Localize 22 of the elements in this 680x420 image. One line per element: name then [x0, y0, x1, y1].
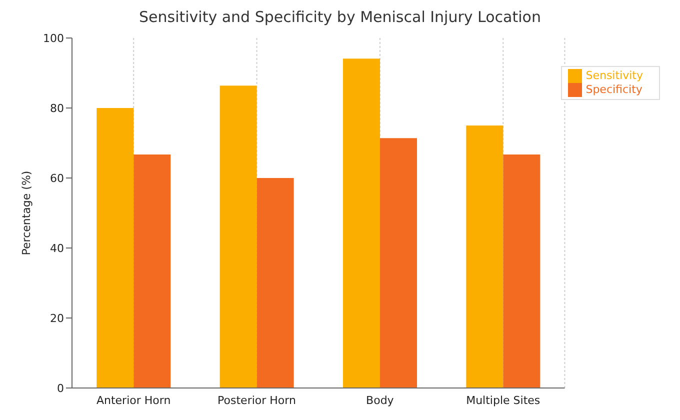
y-tick-label: 60 [50, 172, 64, 185]
bar [256, 178, 294, 388]
x-tick-label: Posterior Horn [218, 394, 296, 407]
chart-title: Sensitivity and Specificity by Meniscal Injury Location [138, 8, 542, 28]
y-tick-label: 40 [50, 242, 64, 255]
y-tick-label: 20 [50, 312, 64, 325]
y-tick-label: 80 [50, 102, 64, 115]
bar [380, 138, 417, 388]
bar [134, 154, 171, 388]
y-axis-title: Percentage (%) [20, 170, 33, 256]
bar [342, 58, 380, 388]
y-tick-label: 100 [43, 32, 64, 45]
x-tick-label: Body [366, 394, 394, 407]
legend-label: Sensitivity [586, 69, 643, 82]
legend-label: Specificity [586, 83, 642, 96]
x-tick-label: Multiple Sites [466, 394, 540, 407]
bar [466, 126, 504, 388]
bar [96, 108, 134, 388]
x-tick-label: Anterior Horn [96, 394, 171, 407]
bar [503, 154, 540, 388]
bar [220, 86, 257, 388]
y-tick-label: 0 [57, 382, 64, 395]
